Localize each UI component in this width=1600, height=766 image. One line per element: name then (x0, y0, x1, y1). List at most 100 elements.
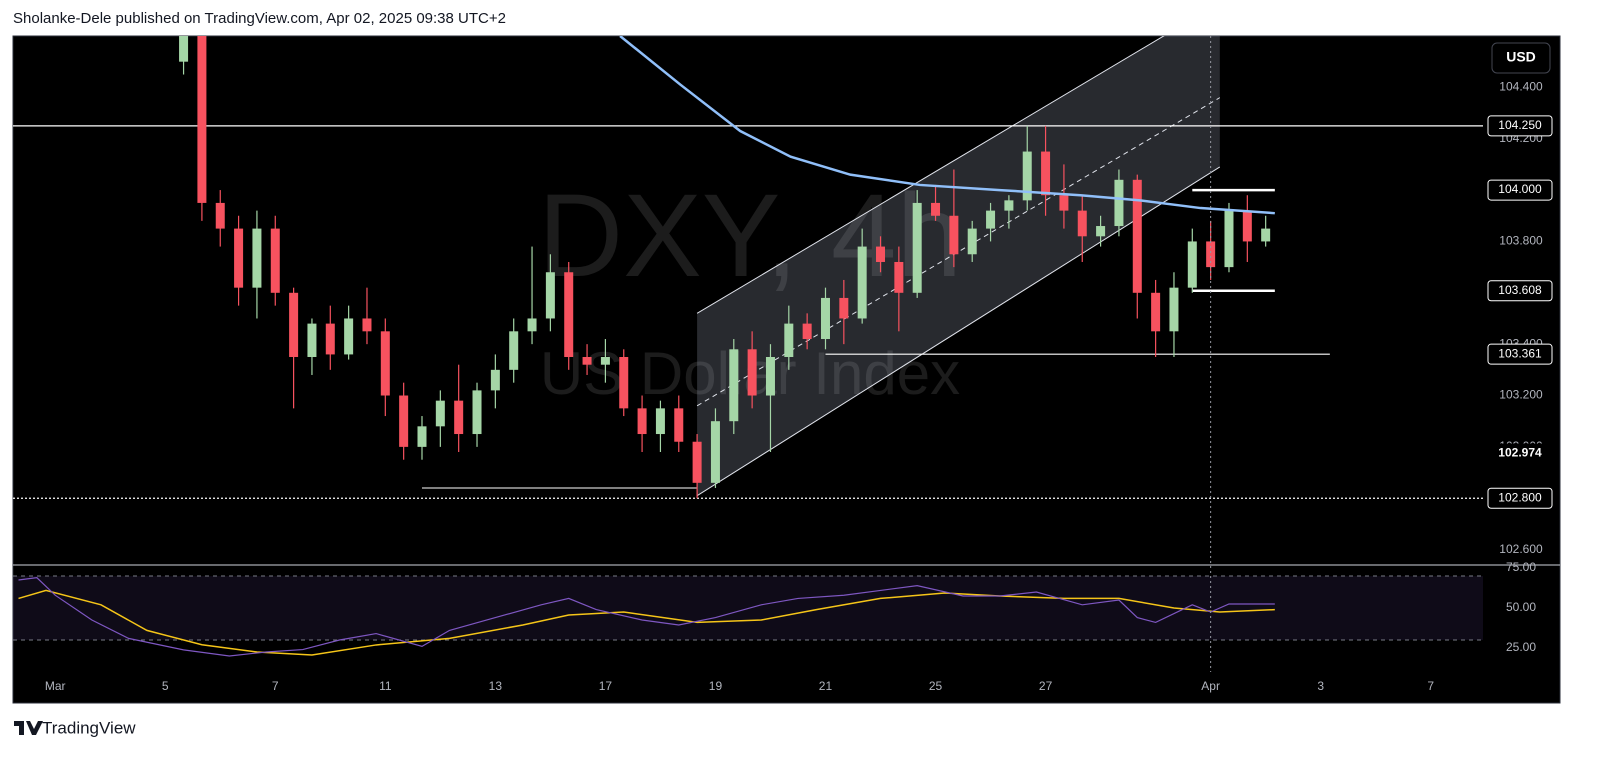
candle-body (325, 323, 335, 355)
rsi-tick-label: 25.00 (1506, 640, 1536, 654)
candle-body (619, 356, 629, 409)
last-price-label: 102.974 (1498, 446, 1542, 460)
candle-body (380, 331, 390, 396)
candle-body (710, 421, 720, 483)
price-label-box (1487, 343, 1553, 365)
candle-body (197, 36, 207, 203)
candle-body (765, 356, 775, 396)
candle-body (1242, 210, 1252, 242)
candle-body (472, 390, 482, 435)
candle-body (252, 228, 262, 288)
candle-body (289, 292, 299, 357)
candle-body (1041, 151, 1051, 196)
y-tick-label: 102.600 (1499, 542, 1543, 556)
publish-header: Sholanke-Dele published on TradingView.c… (13, 10, 506, 27)
rsi-line (18, 576, 1275, 657)
candle-body (1022, 151, 1032, 201)
candle-body (454, 400, 464, 435)
channel-middle (696, 97, 1221, 407)
candle-body (234, 228, 244, 288)
rsi-tick-label: 50.00 (1506, 600, 1536, 614)
x-tick-label: 7 (1427, 679, 1434, 693)
candle-body (912, 202, 922, 293)
candle-body (784, 323, 794, 357)
candle-body (1004, 200, 1014, 211)
candle-body (1206, 241, 1216, 268)
candle-body (674, 408, 684, 442)
candle-body (857, 246, 867, 319)
candle-body (931, 202, 941, 216)
chart-frame (12, 35, 1561, 704)
candle-body (399, 395, 409, 447)
rsi-signal (18, 589, 1275, 656)
y-tick-label: 103.200 (1499, 388, 1543, 402)
rsi-pane (13, 575, 1483, 657)
candle-body (509, 331, 519, 370)
candle-body (839, 297, 849, 319)
candle-body (215, 202, 225, 229)
x-tick-label: 5 (162, 679, 169, 693)
candle-body (1261, 228, 1271, 242)
price-label-box (1487, 280, 1553, 302)
price-label: 102.800 (1498, 490, 1542, 504)
axes: 102.600102.800103.000103.200103.400103.6… (45, 80, 1553, 693)
x-tick-label: 21 (819, 679, 833, 693)
candle-body (1114, 179, 1124, 227)
last-price-box (1488, 443, 1552, 464)
candle-body (344, 318, 354, 355)
candle-body (1132, 179, 1142, 293)
price-label: 104.250 (1498, 118, 1542, 132)
price-pane (13, 36, 1483, 499)
candle-body (527, 318, 537, 332)
x-tick-label: 3 (1317, 679, 1324, 693)
x-tick-label: 7 (272, 679, 279, 693)
currency-label[interactable]: USD (1506, 49, 1536, 65)
price-label: 103.361 (1498, 346, 1542, 360)
candle-body (986, 210, 996, 229)
y-tick-label: 103.800 (1499, 234, 1543, 248)
candle-body (820, 297, 830, 340)
candle-body (894, 261, 904, 293)
candle-body (362, 318, 372, 332)
candle-body (1151, 292, 1161, 332)
candle-body (655, 408, 665, 435)
candle-body (637, 408, 647, 435)
watermark: DXY, 4h (538, 170, 962, 302)
price-label: 103.608 (1498, 283, 1542, 297)
brand-icon (14, 721, 43, 735)
x-tick-label: 25 (929, 679, 943, 693)
candle-body (876, 246, 886, 262)
candle-body (729, 349, 739, 422)
x-tick-label: 19 (709, 679, 723, 693)
candle-body (1187, 241, 1197, 288)
rsi-tick-label: 75.00 (1506, 560, 1536, 574)
candle-body (435, 400, 445, 427)
x-tick-label: Mar (45, 679, 66, 693)
price-label: 104.000 (1498, 182, 1542, 196)
currency-button[interactable] (1491, 42, 1551, 74)
moving-average (619, 36, 1275, 215)
x-tick-label: 13 (489, 679, 503, 693)
candle-body (490, 369, 500, 391)
candle-body (1169, 287, 1179, 332)
price-label-box (1487, 179, 1553, 201)
candle-body (1096, 226, 1106, 237)
x-tick-label: Apr (1201, 679, 1220, 693)
candle-body (179, 36, 189, 62)
x-tick-label: 11 (379, 679, 392, 693)
y-tick-label: 104.400 (1499, 80, 1543, 94)
candle-body (967, 228, 977, 255)
candle-body (949, 215, 959, 255)
x-tick-label: 17 (599, 679, 613, 693)
candle-body (600, 356, 610, 365)
candle-body (802, 323, 812, 340)
brand-logo: TradingView (14, 718, 136, 737)
price-label-box (1487, 487, 1553, 509)
brand-name: TradingView (42, 718, 136, 737)
candle-body (417, 426, 427, 447)
candle-body (692, 441, 702, 483)
candle-body (1077, 210, 1087, 237)
candle-body (1224, 210, 1234, 268)
